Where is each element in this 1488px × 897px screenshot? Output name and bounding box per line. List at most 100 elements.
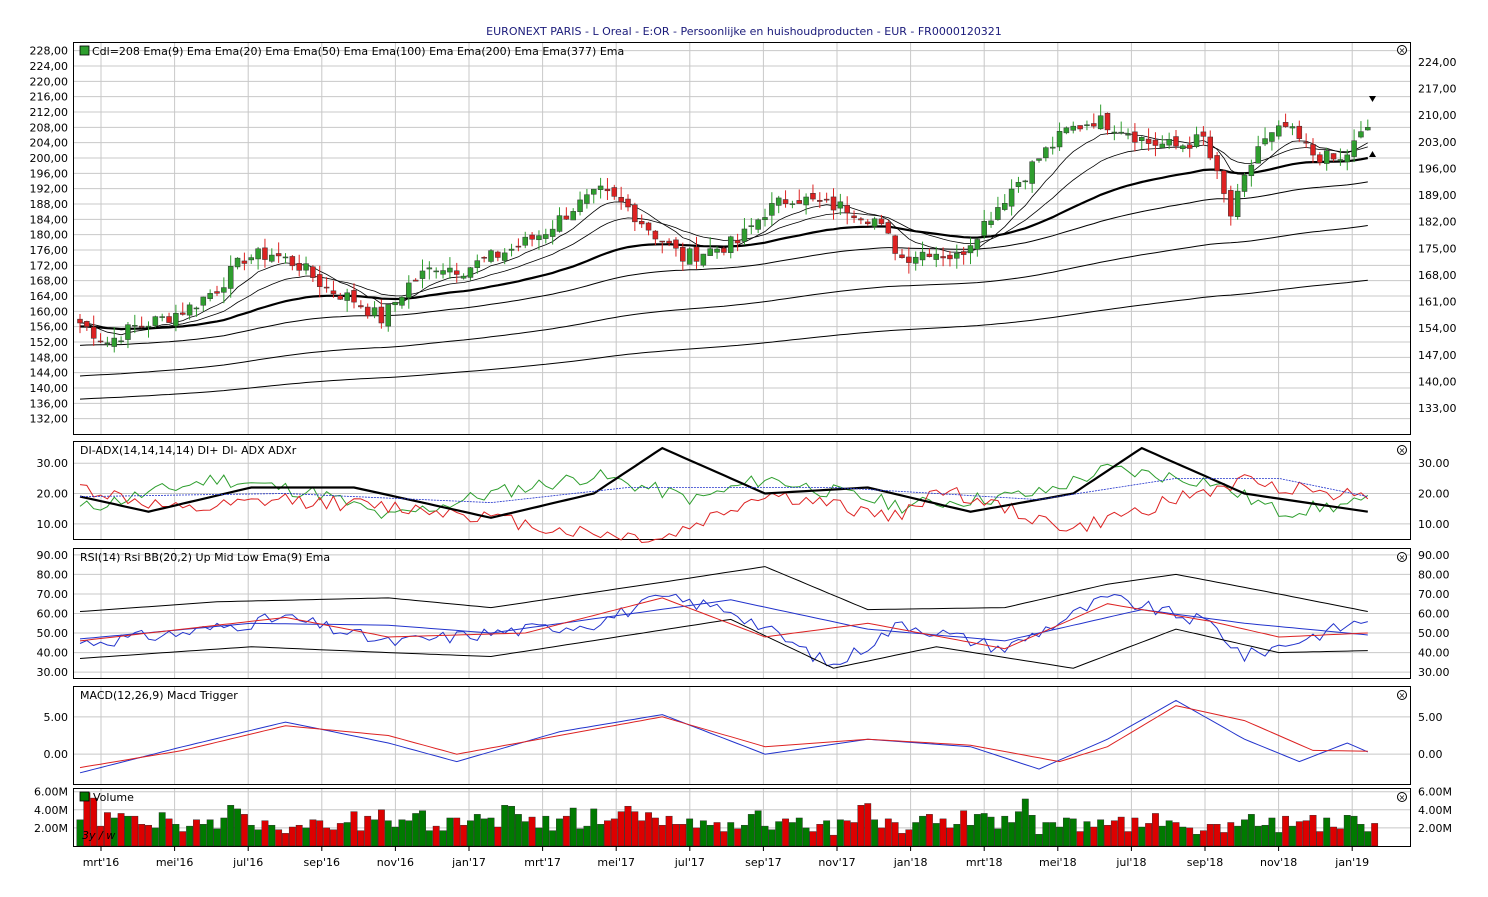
candle	[508, 243, 515, 257]
candle-body	[323, 286, 330, 289]
price-right-tick-label: 196,00	[1418, 162, 1457, 175]
price-close-button[interactable]: ×	[1397, 45, 1407, 56]
candle	[378, 299, 385, 329]
candle-body	[392, 301, 398, 306]
volume-bar	[597, 824, 605, 847]
rsi-right-tick-label: 40.00	[1418, 647, 1450, 660]
volume-bar	[562, 815, 570, 847]
volume-bar	[343, 822, 351, 847]
volume-bar	[1117, 816, 1125, 847]
candle-body	[680, 247, 686, 262]
volume-bar	[713, 822, 721, 847]
rsi-right-tick-label: 80.00	[1418, 568, 1450, 581]
candle-body	[118, 340, 124, 343]
candle-body	[1180, 145, 1186, 149]
candle	[1303, 133, 1309, 149]
volume-bar	[398, 819, 406, 847]
candle-body	[481, 256, 487, 259]
candle-body	[125, 324, 131, 340]
volume-bar	[665, 815, 673, 847]
candle	[1118, 121, 1124, 135]
candle-body	[748, 225, 755, 227]
x-axis-labels: mrt'16 mei'16 jul'16 sep'16 nov'16 jan'17 mrt'…	[83, 846, 1369, 869]
volume-bar	[1268, 817, 1276, 847]
candle-body	[666, 240, 672, 244]
candle	[406, 275, 412, 309]
x-axis-label: mrt'17	[524, 856, 561, 869]
volume-close-button[interactable]: ×	[1397, 792, 1407, 803]
volume-bar	[131, 815, 139, 847]
volume-bar	[830, 834, 837, 847]
candle	[529, 232, 535, 247]
candle	[1139, 136, 1145, 150]
candle-body	[543, 234, 549, 239]
volume-bar	[1110, 820, 1118, 847]
candle-body	[1118, 131, 1124, 134]
candle	[221, 277, 227, 304]
candle	[262, 238, 268, 268]
price-left-tick-label: 216,00	[30, 91, 69, 104]
candle-body	[84, 321, 90, 327]
candle-body	[269, 254, 275, 262]
candle	[289, 255, 296, 271]
axis-ticks: 228,00 224,00 220,00 216,00 212,00 208,00 204,…	[30, 45, 1457, 835]
candle-body	[1269, 132, 1275, 142]
candle-body	[686, 248, 693, 265]
candle	[666, 238, 672, 247]
price-left-tick-label: 196,00	[30, 167, 69, 180]
volume-bar	[768, 829, 776, 847]
volume-bar	[604, 820, 611, 847]
volume-bar	[734, 828, 742, 847]
candle-body	[1262, 138, 1268, 145]
candle	[686, 247, 693, 265]
candle-body	[563, 215, 570, 220]
candle-body	[796, 200, 802, 204]
volume-bar	[473, 814, 481, 847]
rsi-right-tick-label: 30.00	[1418, 666, 1450, 679]
volume-bar	[1172, 822, 1180, 847]
volume-bar	[1138, 826, 1146, 847]
volume-bar	[528, 816, 536, 847]
candle-body	[1330, 153, 1337, 160]
candle-body	[344, 292, 350, 301]
candle-body	[248, 257, 254, 261]
candle	[1166, 132, 1172, 150]
macd-close-button[interactable]: ×	[1397, 690, 1407, 701]
candle-body	[960, 251, 967, 255]
rsi-right-tick-label: 90.00	[1418, 549, 1450, 562]
candle	[207, 289, 213, 302]
adx-close-button[interactable]: ×	[1397, 445, 1407, 456]
candle-body	[241, 260, 248, 264]
candle-body	[317, 274, 323, 287]
candle	[1296, 120, 1303, 142]
x-axis-label: jul'18	[1115, 856, 1146, 869]
candle	[721, 246, 727, 256]
volume-bar	[843, 820, 851, 847]
candle-body	[1351, 140, 1357, 157]
candle-body	[1084, 124, 1090, 126]
candle-body	[830, 196, 837, 211]
price-left-tick-label: 140,00	[30, 382, 69, 395]
candle-body	[1186, 144, 1193, 149]
volume-bar	[384, 820, 392, 847]
price-left-tick-label: 160,00	[30, 305, 69, 318]
volume-bar	[809, 831, 817, 847]
candle	[1358, 121, 1364, 139]
rsi-close-button[interactable]: ×	[1397, 552, 1407, 563]
candle	[775, 195, 782, 214]
candle-body	[967, 245, 974, 254]
candle	[351, 283, 357, 309]
candle	[1070, 121, 1076, 134]
sell-signal-icon	[1369, 96, 1376, 102]
adx-left-tick-label: 30.00	[37, 457, 69, 470]
volume-bar	[412, 813, 420, 847]
candle-body	[1214, 155, 1220, 172]
candle-body	[1097, 115, 1104, 130]
candle-body	[981, 221, 987, 237]
candle-body	[1358, 131, 1364, 138]
candle-body	[1289, 126, 1296, 129]
candle-body	[652, 230, 659, 240]
volume-bar	[1357, 824, 1365, 847]
candle-legend-icon	[79, 45, 90, 56]
volume-bar	[1069, 818, 1077, 847]
